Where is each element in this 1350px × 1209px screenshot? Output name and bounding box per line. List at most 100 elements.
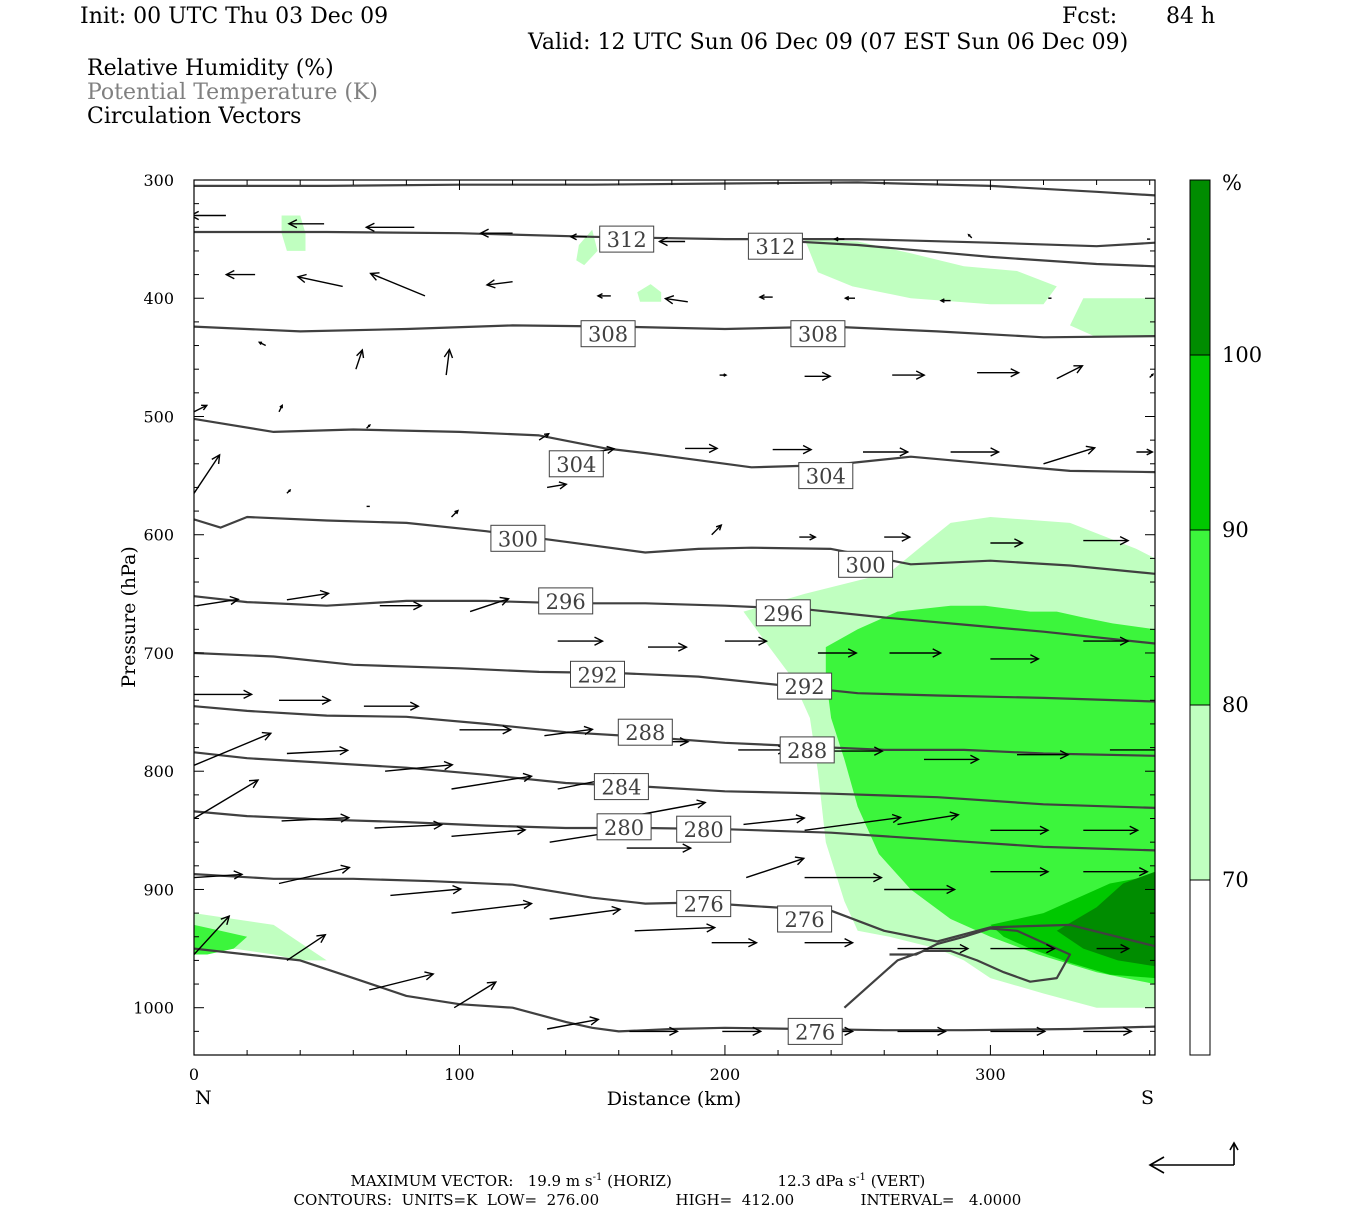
theta-contour-label: 312 xyxy=(747,232,803,260)
vector-head xyxy=(201,404,209,411)
vector-head xyxy=(544,432,550,439)
vector-shaft xyxy=(469,598,509,613)
vector-shaft xyxy=(538,433,550,441)
colorbar-frame xyxy=(1189,179,1211,1056)
field-label-rh: Relative Humidity (%) xyxy=(87,56,334,81)
vector-head xyxy=(1151,373,1155,377)
contours-line: CONTOURS: UNITS=K LOW= 276.00 xyxy=(284,1178,600,1209)
vector-head xyxy=(1138,866,1149,877)
vector-head xyxy=(443,347,454,359)
theta-contour-label: 304 xyxy=(548,450,604,478)
vector-head xyxy=(891,813,903,824)
vector-head xyxy=(1119,636,1130,646)
theta-label-box xyxy=(755,599,811,627)
vector-head xyxy=(1085,445,1097,455)
vector-head xyxy=(340,813,351,823)
vector-shaft xyxy=(286,934,326,961)
circulation-vector xyxy=(546,1016,600,1030)
vector-head xyxy=(261,731,273,741)
circulation-vector xyxy=(453,981,498,1009)
vector-shaft xyxy=(544,728,593,737)
theta-contour-276 xyxy=(843,927,1072,1009)
theta-label-text: 292 xyxy=(785,675,825,699)
theta-label-text: 308 xyxy=(798,323,838,347)
circulation-vector xyxy=(626,843,693,853)
colorbar-tick-label: 100 xyxy=(1222,343,1262,367)
vector-head xyxy=(696,799,707,809)
vector-head xyxy=(748,937,759,948)
circulation-vector xyxy=(443,347,454,376)
vector-head xyxy=(758,636,769,646)
vector-head xyxy=(990,447,1001,457)
vector-head xyxy=(1129,825,1140,836)
circulation-vector xyxy=(194,210,226,221)
vector-shaft xyxy=(286,749,348,755)
vector-shaft xyxy=(1056,365,1083,380)
high-value: 412.00 xyxy=(741,1191,795,1209)
rh-fill-80 xyxy=(825,605,1155,985)
circulation-vector xyxy=(194,731,273,766)
theta-contour-label: 288 xyxy=(617,718,673,746)
vector-head xyxy=(901,532,912,542)
colorbar-tick-label: 70 xyxy=(1222,868,1249,892)
vector-head xyxy=(409,701,420,711)
vector-head xyxy=(873,746,884,756)
circulation-vector xyxy=(194,453,221,494)
colorbar-unit: % xyxy=(1222,171,1242,195)
vector-head xyxy=(433,820,444,830)
low-label: LOW= xyxy=(486,1191,538,1209)
circulation-vector xyxy=(546,481,568,490)
vector-head xyxy=(1119,535,1130,546)
vector-head xyxy=(657,236,668,247)
vector-head xyxy=(316,933,327,944)
theta-contour-300 xyxy=(194,515,1155,575)
theta-label-text: 280 xyxy=(604,816,644,840)
colorbar-tick-label: 80 xyxy=(1222,693,1249,717)
theta-contour-label: 292 xyxy=(777,672,833,700)
theta-contour-296 xyxy=(194,595,1155,645)
vector-head xyxy=(364,222,375,233)
vector-head xyxy=(502,725,513,735)
vector-shaft xyxy=(451,902,532,914)
colorbar-segment xyxy=(1190,530,1210,705)
theta-label-text: 312 xyxy=(607,228,647,252)
theta-label-text: 276 xyxy=(795,1020,835,1044)
vector-head xyxy=(243,689,254,700)
vector-shaft xyxy=(194,732,272,766)
theta-contour-label: 300 xyxy=(490,524,546,552)
vector-head xyxy=(844,1026,855,1037)
circulation-vector xyxy=(1083,825,1140,836)
y-tick-label: 600 xyxy=(143,526,174,545)
vector-head xyxy=(959,943,970,954)
theta-contour-308 xyxy=(194,324,1155,339)
circulation-vector xyxy=(1083,1026,1133,1037)
vector-head xyxy=(847,648,858,658)
vector-head xyxy=(1036,1026,1047,1037)
theta-label-text: 284 xyxy=(601,776,641,800)
circulation-vector xyxy=(390,884,463,897)
vector-head xyxy=(752,1026,763,1037)
vector-head xyxy=(229,595,240,606)
vector-head xyxy=(821,371,832,382)
south-end-label: S xyxy=(1141,1087,1154,1109)
theta-label-box xyxy=(676,890,732,918)
theta-label-text: 276 xyxy=(785,908,825,932)
circulation-vector xyxy=(892,370,926,380)
theta-contour-label: 296 xyxy=(538,587,594,615)
vector-shaft xyxy=(546,1018,599,1030)
rh-fill-70 xyxy=(1070,298,1155,338)
theta-label-text: 308 xyxy=(588,323,628,347)
circulation-vector xyxy=(469,596,510,613)
circulation-vector xyxy=(296,273,343,288)
vector-shaft xyxy=(451,829,526,837)
circulation-vector xyxy=(990,825,1050,836)
vector-shaft xyxy=(194,454,221,494)
circulation-vector xyxy=(711,937,759,948)
theta-label-text: 292 xyxy=(577,663,617,687)
theta-label-box xyxy=(779,736,835,764)
vector-head xyxy=(899,447,910,457)
theta-label-text: 280 xyxy=(684,818,724,842)
theta-label-box xyxy=(676,815,732,843)
theta-label-box xyxy=(617,718,673,746)
colorbar-segment xyxy=(1190,355,1210,530)
